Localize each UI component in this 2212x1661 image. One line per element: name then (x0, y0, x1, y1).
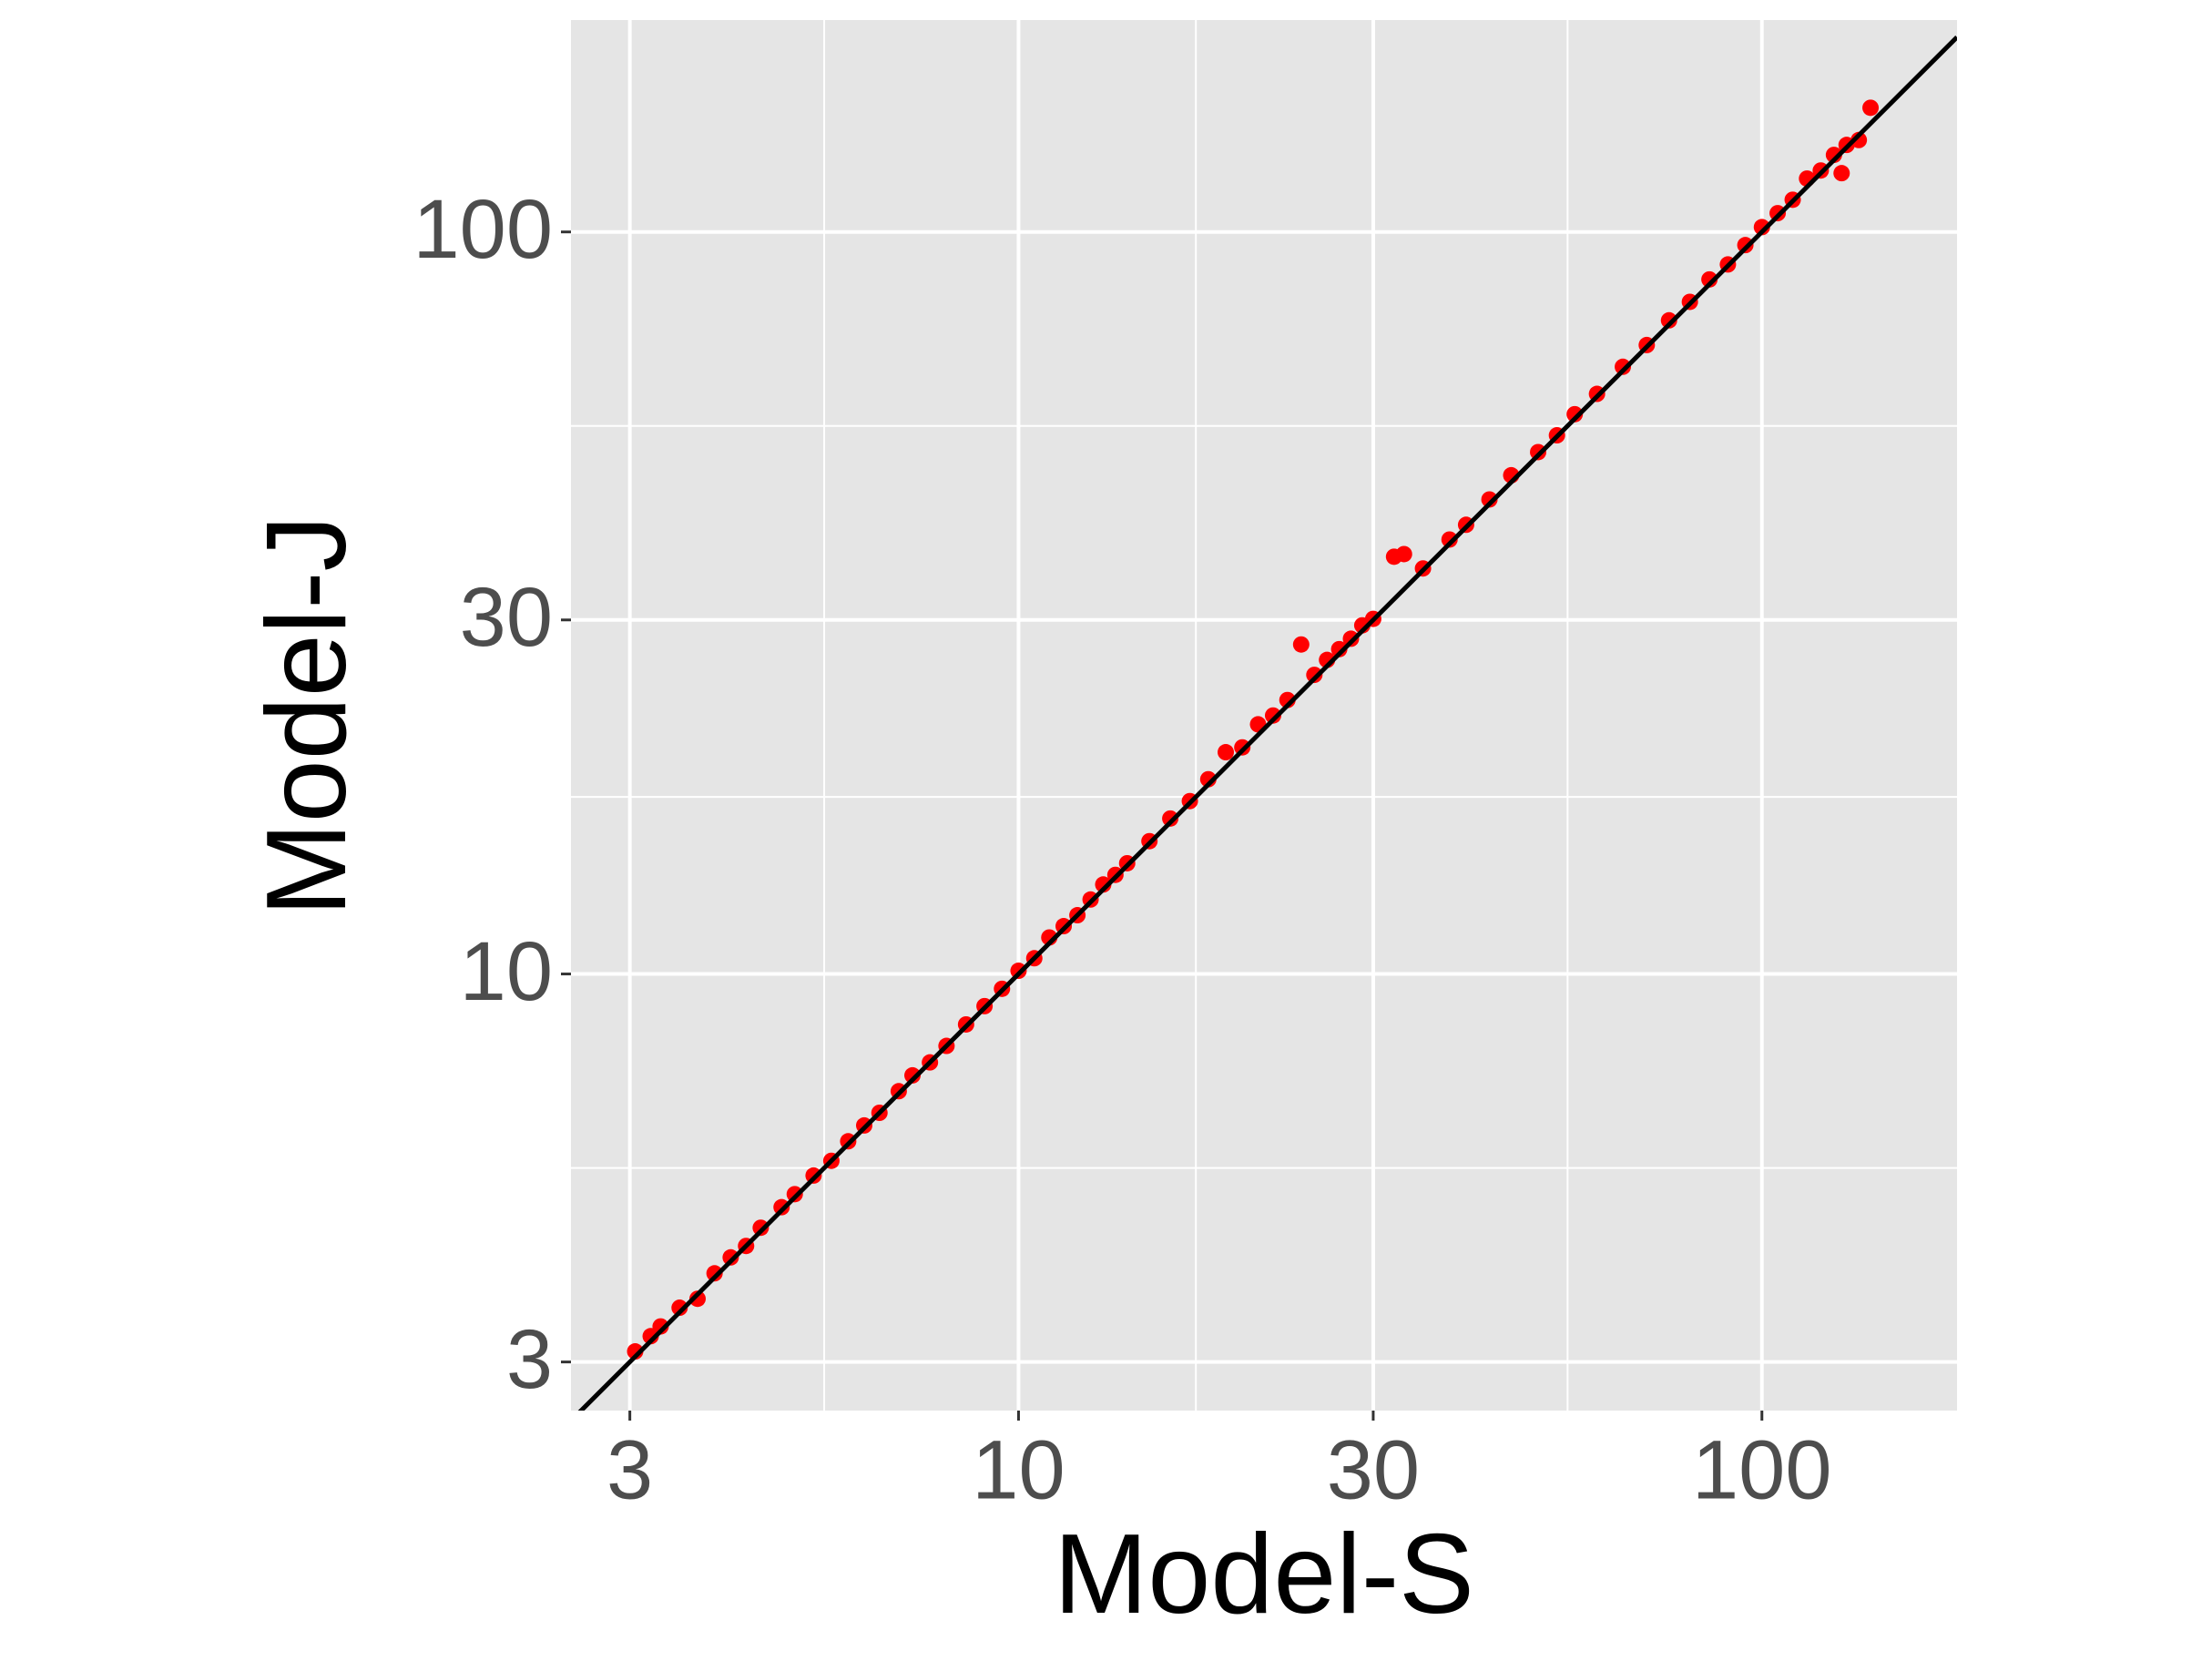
plot-area (577, 36, 1957, 1411)
grid (571, 20, 1957, 1411)
y-tick-label: 30 (460, 571, 553, 664)
point (1850, 131, 1868, 148)
point (904, 1066, 922, 1084)
point (1862, 99, 1880, 117)
point (1342, 630, 1360, 647)
y-tick-label: 10 (460, 925, 553, 1018)
point (1481, 491, 1498, 508)
reference-line (577, 36, 1957, 1411)
point (1330, 640, 1348, 657)
point (1292, 636, 1310, 653)
point (1753, 219, 1770, 236)
point (1306, 667, 1323, 684)
panel (571, 20, 1957, 1411)
x-tick-label: 100 (1692, 1423, 1832, 1516)
y-tick-label: 100 (413, 183, 554, 276)
point (1218, 744, 1235, 761)
point (752, 1219, 770, 1237)
point (1162, 810, 1179, 827)
point (671, 1299, 688, 1317)
point (706, 1265, 723, 1282)
point (1737, 237, 1754, 254)
y-tick-label: 3 (506, 1313, 553, 1406)
point (1701, 270, 1718, 288)
y-axis-title: Model-J (244, 515, 370, 916)
point (1395, 545, 1412, 563)
point (1615, 358, 1632, 375)
x-tick-label: 10 (972, 1423, 1065, 1516)
point (688, 1290, 706, 1308)
x-tick-label: 30 (1327, 1423, 1420, 1516)
point (1264, 707, 1281, 724)
point (1095, 876, 1112, 893)
point (1566, 405, 1584, 423)
point (722, 1248, 739, 1266)
point (1833, 165, 1850, 182)
point (652, 1318, 669, 1335)
x-axis-title: Model-S (1054, 1512, 1474, 1637)
x-tick-label: 3 (607, 1423, 653, 1516)
point (1660, 311, 1677, 329)
point (773, 1198, 790, 1216)
point (1441, 531, 1458, 548)
